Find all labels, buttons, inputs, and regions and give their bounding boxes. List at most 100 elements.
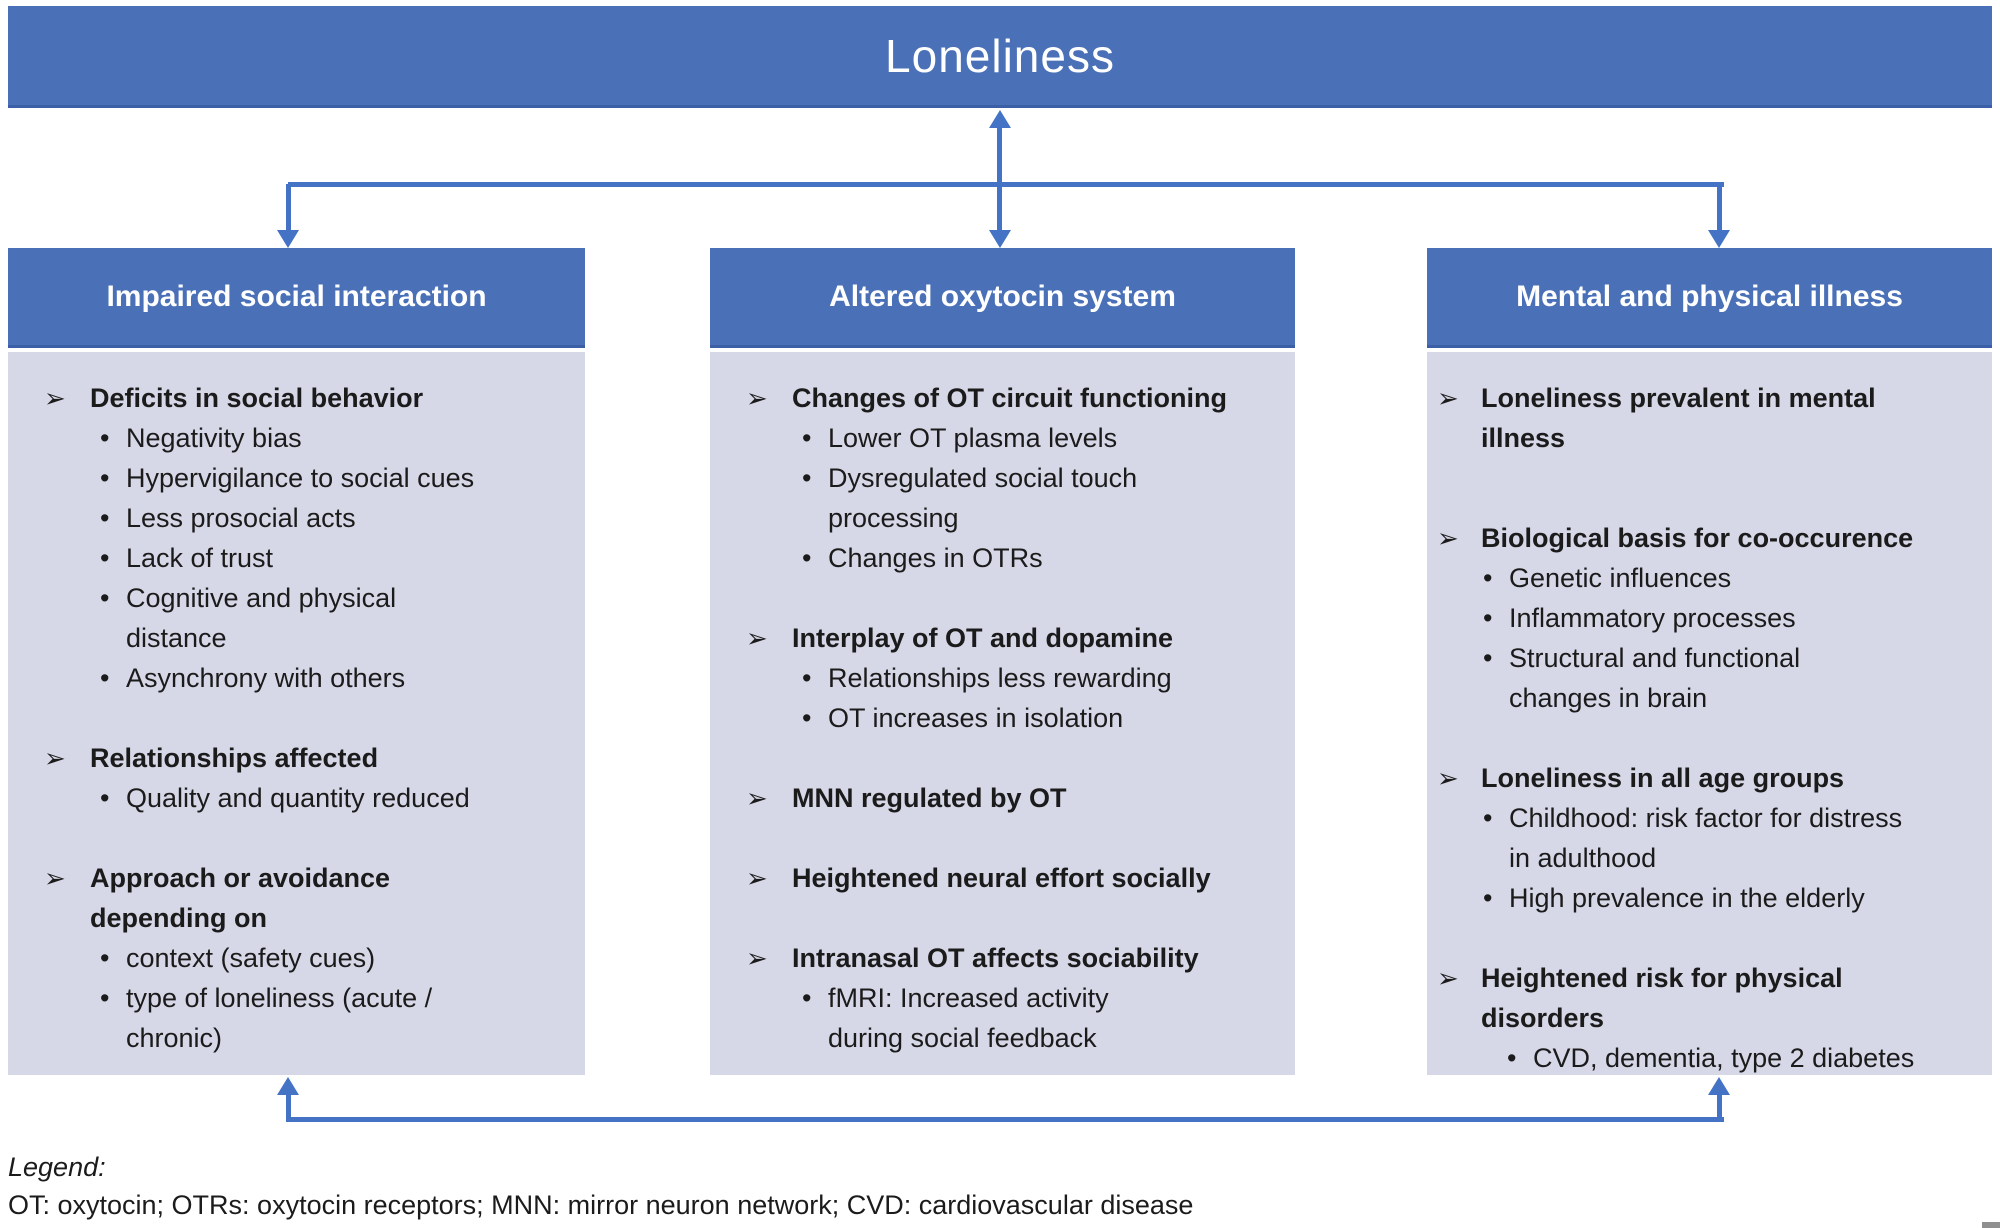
arrow-bullet-icon: ➢ [1437,523,1459,553]
topic-group: ➢ Deficits in social behavior • Negativi… [44,378,585,698]
topic-heading: Biological basis for co-occurence [1481,523,1914,553]
bullet-item: • Childhood: risk factor for distress in… [1483,798,1992,878]
bullet-text: Negativity bias [126,423,302,453]
center-double-arrow-shaft [997,126,1002,232]
arrow-bullet-icon: ➢ [44,863,66,893]
bullet-text: Asynchrony with others [126,663,406,693]
dot-bullet-icon: • [100,663,110,693]
bullet-text: Relationships less rewarding [828,663,1172,693]
bullet-text: Quality and quantity reduced [126,783,470,813]
bullet-item: • Asynchrony with others [100,658,585,698]
bullet-item: • OT increases in isolation [802,698,1295,738]
arrow-bullet-icon: ➢ [1437,963,1459,993]
column-body-altered-oxytocin-system: ➢ Changes of OT circuit functioning • Lo… [710,352,1295,1075]
bullet-text: OT increases in isolation [828,703,1124,733]
bullet-text: Dysregulated social touch processing [828,463,1138,533]
topic-group: ➢ Interplay of OT and dopamine • Relatio… [746,618,1295,738]
topic-heading: Approach or avoidance depending on [90,863,391,933]
bullet-item: • type of loneliness (acute / chronic) [100,978,585,1058]
topic-heading-row: ➢ Biological basis for co-occurence [1437,518,1992,558]
topic-group: ➢ Biological basis for co-occurence • Ge… [1437,518,1992,718]
arrow-up-center-icon [989,110,1011,128]
column-body-mental-and-physical-illness: ➢ Loneliness prevalent in mental illness… [1427,352,1992,1075]
topic-heading-row: ➢ Loneliness prevalent in mental illness [1437,378,1992,458]
bullet-item: • Structural and functional changes in b… [1483,638,1992,718]
column-header-label: Impaired social interaction [106,279,487,313]
topic-group: ➢ Changes of OT circuit functioning • Lo… [746,378,1295,578]
topic-group: ➢ Relationships affected • Quality and q… [44,738,585,818]
corner-artifact [1982,1222,2000,1228]
column-body-impaired-social-interaction: ➢ Deficits in social behavior • Negativi… [8,352,585,1075]
diagram-title: Loneliness [885,29,1115,82]
topic-group: ➢ Loneliness prevalent in mental illness [1437,378,1992,458]
arrow-bullet-icon: ➢ [1437,763,1459,793]
topic-heading-row: ➢ Approach or avoidance depending on [44,858,585,938]
bottom-left-stub [286,1093,291,1122]
bullet-text: Structural and functional changes in bra… [1509,643,1801,713]
dot-bullet-icon: • [802,543,812,573]
dot-bullet-icon: • [1483,643,1493,673]
dot-bullet-icon: • [100,943,110,973]
topic-heading-row: ➢ Changes of OT circuit functioning [746,378,1295,418]
bullet-item: • High prevalence in the elderly [1483,878,1992,918]
bottom-right-stub [1717,1093,1722,1122]
arrow-bullet-icon: ➢ [44,743,66,773]
bullet-text: Changes in OTRs [828,543,1043,573]
bullet-text: Childhood: risk factor for distress in a… [1509,803,1903,873]
dot-bullet-icon: • [100,543,110,573]
dot-bullet-icon: • [802,463,812,493]
arrow-bullet-icon: ➢ [746,623,768,653]
bullet-text: CVD, dementia, type 2 diabetes [1533,1043,1915,1073]
bullet-text: Inflammatory processes [1509,603,1796,633]
legend-abbreviations: OT: oxytocin; OTRs: oxytocin receptors; … [8,1190,1194,1220]
bullet-text: Genetic influences [1509,563,1732,593]
column-header-label: Mental and physical illness [1516,279,1903,313]
bottom-connector-line [288,1117,1724,1122]
topic-heading-row: ➢ Relationships affected [44,738,585,778]
top-left-stub [286,184,291,230]
legend: Legend: OT: oxytocin; OTRs: oxytocin rec… [8,1148,1193,1224]
topic-group: ➢ Heightened risk for physical disorders… [1437,958,1992,1078]
bullet-item: • Dysregulated social touch processing [802,458,1295,538]
arrow-bullet-icon: ➢ [746,383,768,413]
dot-bullet-icon: • [1483,803,1493,833]
dot-bullet-icon: • [1483,603,1493,633]
bullet-text: Less prosocial acts [126,503,356,533]
dot-bullet-icon: • [100,423,110,453]
arrow-bullet-icon: ➢ [746,863,768,893]
arrow-down-left-icon [277,230,299,248]
topic-heading-row: ➢ Intranasal OT affects sociability [746,938,1295,978]
topic-heading: MNN regulated by OT [792,783,1067,813]
arrow-up-bottom-right-icon [1708,1077,1730,1095]
topic-group: ➢ Approach or avoidance depending on • c… [44,858,585,1058]
dot-bullet-icon: • [1483,883,1493,913]
bullet-item: • Lack of trust [100,538,585,578]
top-right-stub [1717,184,1722,230]
arrow-down-right-icon [1708,230,1730,248]
bullet-text: context (safety cues) [126,943,376,973]
bullet-item: • fMRI: Increased activity during social… [802,978,1295,1058]
topic-heading: Heightened risk for physical disorders [1481,963,1843,1033]
bullet-item: • CVD, dementia, type 2 diabetes [1507,1038,1992,1078]
topic-heading-row: ➢ Deficits in social behavior [44,378,585,418]
bullet-item: • Relationships less rewarding [802,658,1295,698]
bullet-text: Cognitive and physical distance [126,583,397,653]
column-header-label: Altered oxytocin system [829,279,1176,313]
arrow-bullet-icon: ➢ [44,383,66,413]
bullet-text: fMRI: Increased activity during social f… [828,983,1109,1053]
topic-heading-row: ➢ Interplay of OT and dopamine [746,618,1295,658]
bullet-text: Lack of trust [126,543,274,573]
bullet-text: Lower OT plasma levels [828,423,1118,453]
dot-bullet-icon: • [802,703,812,733]
bullet-text: High prevalence in the elderly [1509,883,1865,913]
topic-heading: Interplay of OT and dopamine [792,623,1174,653]
arrow-bullet-icon: ➢ [746,783,768,813]
dot-bullet-icon: • [100,463,110,493]
arrow-up-bottom-left-icon [277,1077,299,1095]
dot-bullet-icon: • [100,783,110,813]
legend-label: Legend: [8,1152,106,1182]
dot-bullet-icon: • [802,663,812,693]
arrow-bullet-icon: ➢ [746,943,768,973]
column-header-impaired-social-interaction: Impaired social interaction [8,248,585,348]
